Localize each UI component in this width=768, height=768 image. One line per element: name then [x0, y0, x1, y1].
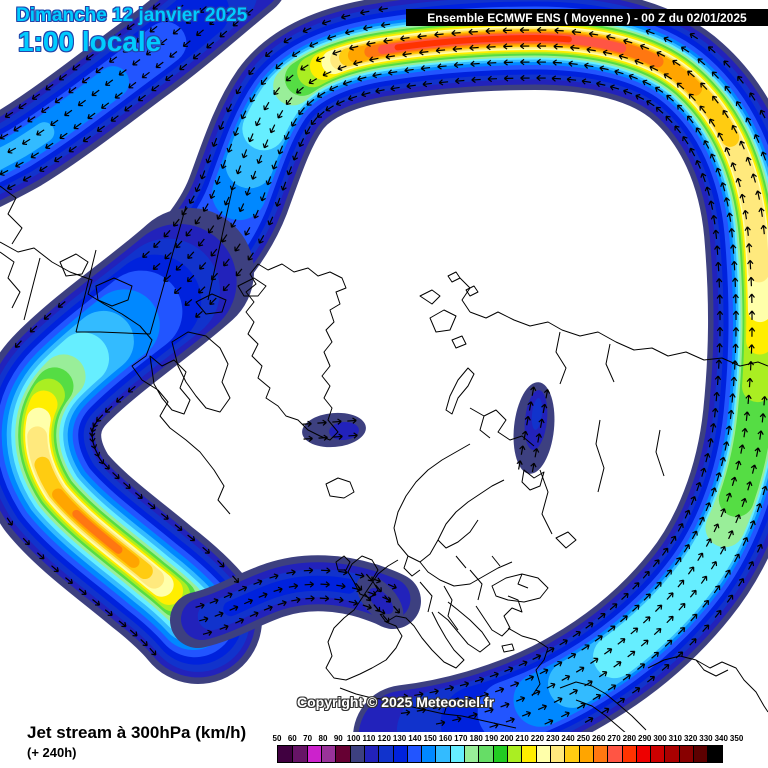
legend-cell: [635, 746, 651, 762]
legend-tick-label: 70: [303, 734, 313, 743]
legend-tick-label: 180: [469, 734, 483, 743]
legend-tick-label: 220: [530, 734, 545, 743]
legend-cell: [464, 746, 479, 762]
legend-tick-label: 290: [637, 734, 652, 743]
legend-cell: [449, 746, 465, 762]
legend-cell: [492, 746, 507, 762]
legend-tick-label: 50: [272, 734, 282, 743]
legend-cell: [507, 746, 522, 762]
legend-cell: [521, 746, 536, 762]
legend-tick-label: 250: [576, 734, 591, 743]
legend-cell: [650, 746, 665, 762]
legend-tick-label: 190: [484, 734, 499, 743]
legend-cell: [564, 746, 579, 762]
legend-cell: [292, 746, 307, 762]
patch-iceland: [302, 412, 366, 448]
legend-tick-label: 120: [377, 734, 391, 743]
legend-tick-label: 160: [438, 734, 453, 743]
legend-cell: [678, 746, 694, 762]
legend-tick-label: 340: [714, 734, 728, 743]
legend-cell: [478, 746, 493, 762]
legend-cell: [363, 746, 379, 762]
product-label: Jet stream à 300hPa (km/h): [27, 723, 247, 742]
legend-tick-label: 90: [333, 734, 343, 743]
legend-tick-label: 100: [346, 734, 361, 743]
legend-tick-label: 280: [622, 734, 637, 743]
legend-labels: 50 60 70 80 90 100 110 120 130 140 150 160 170 180 190…: [0, 734, 768, 744]
legend-cell: [392, 746, 407, 762]
legend-cell: [707, 746, 722, 762]
legend-tick-label: 130: [392, 734, 407, 743]
legend-cell: [607, 746, 622, 762]
legend-cell: [592, 746, 608, 762]
legend-cell: [349, 746, 364, 762]
legend-cell: [335, 746, 350, 762]
legend-tick-label: 320: [683, 734, 698, 743]
legend-cell: [306, 746, 321, 762]
legend-cell: [320, 746, 336, 762]
coastlines: [0, 185, 768, 732]
model-title-label: Ensemble ECMWF ENS ( Moyenne ) - 00 Z du…: [427, 10, 747, 25]
legend-tick-label: 60: [287, 734, 297, 743]
legend-tick-label: 330: [699, 734, 713, 743]
legend-cell: [693, 746, 708, 762]
legend-tick-label: 200: [500, 734, 514, 743]
legend-cell: [421, 746, 436, 762]
legend-cell: [621, 746, 636, 762]
legend-tick-label: 240: [561, 734, 575, 743]
legend-cell: [406, 746, 422, 762]
legend-cell: [378, 746, 393, 762]
legend-tick-label: 110: [362, 734, 376, 743]
legend-tick-label: 270: [607, 734, 621, 743]
forecast-offset-label: (+ 240h): [27, 745, 77, 760]
legend-cell: [578, 746, 593, 762]
jet-bands: [0, 0, 760, 737]
legend-bar: [277, 745, 723, 763]
legend-tick-label: 210: [515, 734, 529, 743]
legend-cell: [664, 746, 679, 762]
legend-tick-label: 170: [454, 734, 468, 743]
legend-tick-label: 150: [423, 734, 437, 743]
model-title-bar: Ensemble ECMWF ENS ( Moyenne ) - 00 Z du…: [406, 9, 768, 26]
legend-tick-label: 310: [668, 734, 682, 743]
legend-tick-label: 140: [408, 734, 422, 743]
legend-tick-label: 300: [653, 734, 667, 743]
legend-tick-label: 230: [546, 734, 560, 743]
patch-caspian: [513, 382, 555, 474]
legend-tick-label: 80: [318, 734, 328, 743]
legend-tick-label: 260: [592, 734, 606, 743]
legend-cell: [278, 746, 293, 762]
legend-cell: [549, 746, 565, 762]
legend-tick-label: 350: [729, 734, 744, 743]
legend-cell: [435, 746, 450, 762]
legend-cell: [535, 746, 550, 762]
